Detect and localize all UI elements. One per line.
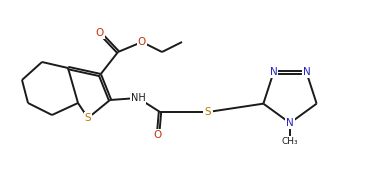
Text: O: O (138, 37, 146, 47)
Text: N: N (286, 118, 294, 128)
Text: S: S (205, 107, 211, 117)
Text: S: S (85, 113, 91, 123)
Text: O: O (96, 28, 104, 38)
Text: NH: NH (131, 93, 145, 103)
Text: O: O (154, 130, 162, 140)
Text: N: N (303, 67, 310, 77)
Text: CH₃: CH₃ (282, 136, 298, 145)
Text: N: N (270, 67, 278, 77)
